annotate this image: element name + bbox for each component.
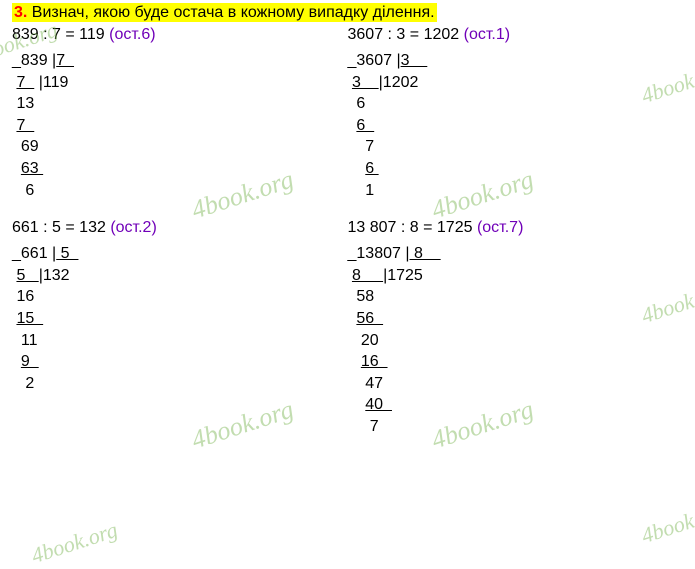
long-division: _839 |7 7 |119 13 7 69 63 6 <box>12 50 348 201</box>
long-division: _3607 |3 3 |1202 6 6 7 6 1 <box>348 50 684 201</box>
problem-2: 3607 : 3 = 1202 (ост.1) _3607 |3 3 |1202… <box>348 26 684 201</box>
long-division: _661 | 5 5 |132 16 15 11 9 2 <box>12 243 348 394</box>
problem-text: Визнач, якою буде остача в кожному випад… <box>32 4 435 21</box>
problem-3: 661 : 5 = 132 (ост.2) _661 | 5 5 |132 16… <box>12 219 348 437</box>
watermark: 4book.org <box>638 497 695 549</box>
remainder: (ост.2) <box>110 219 156 236</box>
equation-lhs: 3607 : 3 = 1202 <box>348 26 464 43</box>
remainder: (ост.1) <box>464 26 510 43</box>
problem-header-row: 3. Визнач, якою буде остача в кожному ви… <box>12 4 683 22</box>
equation-lhs: 661 : 5 = 132 <box>12 219 110 236</box>
problem-number: 3. <box>14 4 27 21</box>
remainder: (ост.7) <box>477 219 523 236</box>
equation-lhs: 13 807 : 8 = 1725 <box>348 219 477 236</box>
watermark: 4book.org <box>28 517 121 569</box>
problem-1: 839 : 7 = 119 (ост.6) _839 |7 7 |119 13 … <box>12 26 348 201</box>
top-row: 839 : 7 = 119 (ост.6) _839 |7 7 |119 13 … <box>12 26 683 201</box>
long-division: _13807 | 8 8 |1725 58 56 20 16 47 40 7 <box>348 243 684 437</box>
equation: 661 : 5 = 132 (ост.2) <box>12 219 348 237</box>
page: 3. Визнач, якою буде остача в кожному ви… <box>0 0 695 442</box>
equation: 3607 : 3 = 1202 (ост.1) <box>348 26 684 44</box>
equation-lhs: 839 : 7 = 119 <box>12 26 109 43</box>
remainder: (ост.6) <box>109 26 155 43</box>
problem-4: 13 807 : 8 = 1725 (ост.7) _13807 | 8 8 |… <box>348 219 684 437</box>
equation: 13 807 : 8 = 1725 (ост.7) <box>348 219 684 237</box>
equation: 839 : 7 = 119 (ост.6) <box>12 26 348 44</box>
problem-header: 3. Визнач, якою буде остача в кожному ви… <box>12 3 437 22</box>
bottom-row: 661 : 5 = 132 (ост.2) _661 | 5 5 |132 16… <box>12 219 683 437</box>
